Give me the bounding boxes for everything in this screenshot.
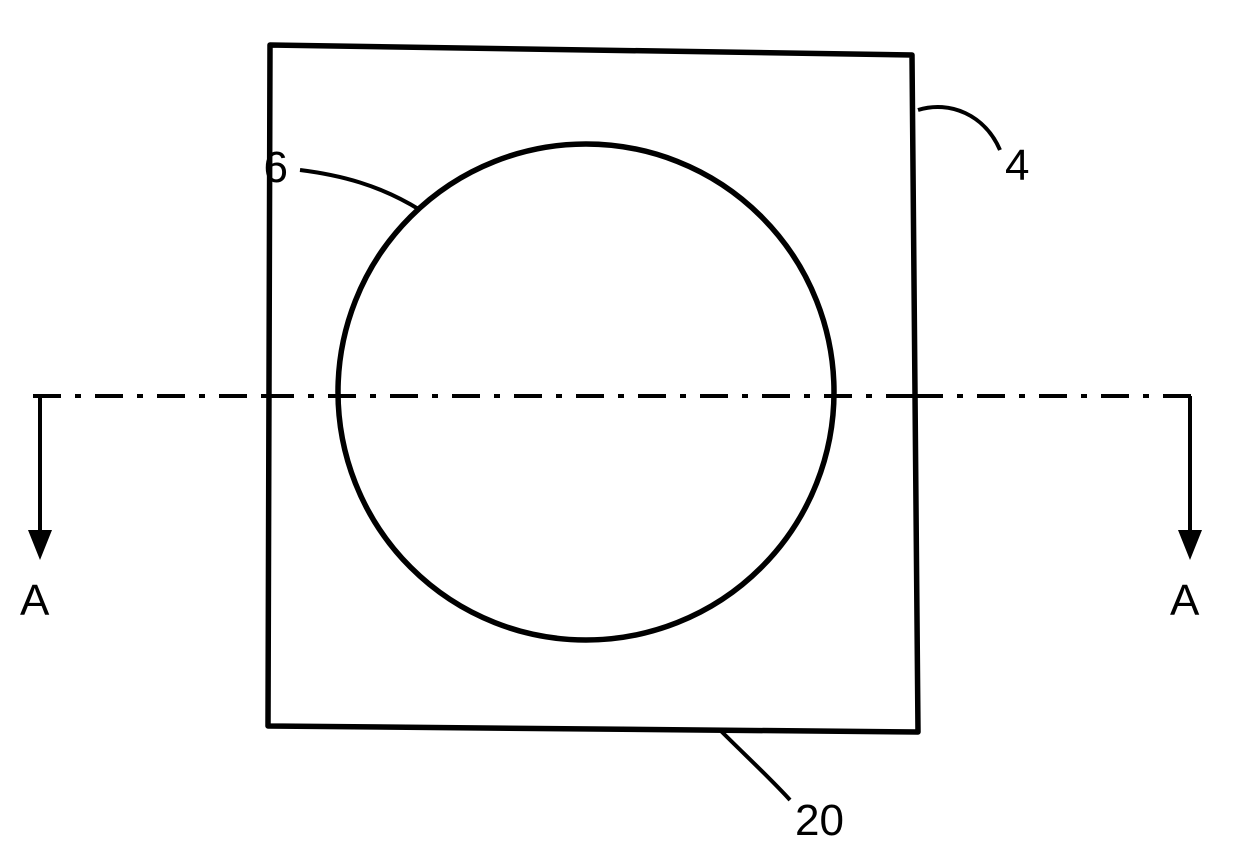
section-arrow-left-head — [28, 530, 52, 560]
label-20: 20 — [795, 796, 844, 845]
section-arrow-right-head — [1178, 530, 1202, 560]
label-4: 4 — [1005, 141, 1029, 190]
square-body — [268, 45, 918, 732]
leader-20 — [720, 730, 790, 800]
circle-feature — [338, 144, 834, 640]
figure-svg: 4 6 20 A A — [0, 0, 1233, 858]
section-label-right: A — [1170, 576, 1200, 625]
section-line-group — [28, 396, 1202, 560]
leader-6 — [300, 170, 420, 210]
leader-4 — [918, 107, 1000, 150]
section-label-left: A — [20, 576, 50, 625]
label-6: 6 — [264, 143, 288, 192]
